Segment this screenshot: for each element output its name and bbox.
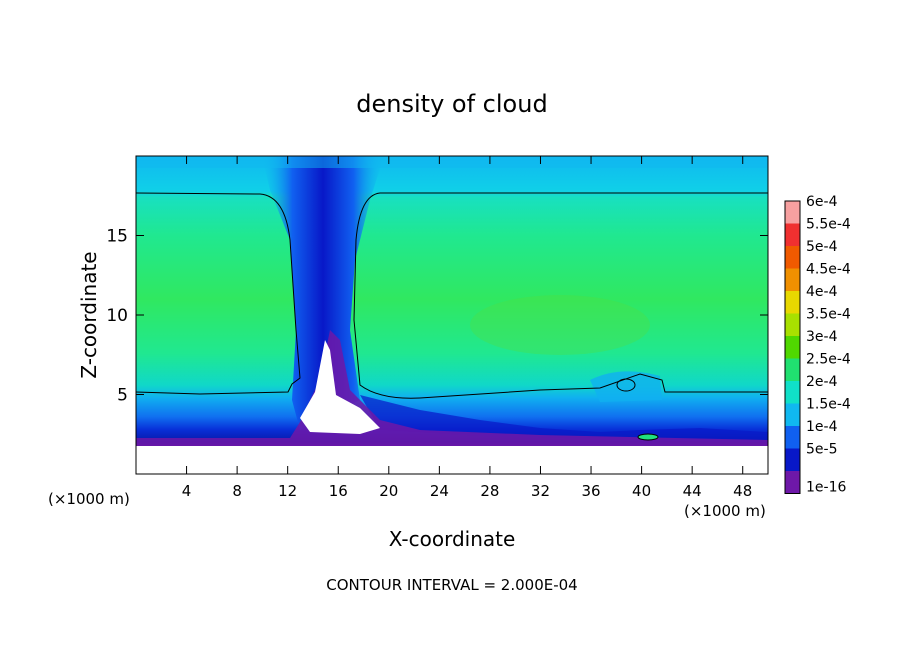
contour-line-2e-4 (136, 192, 768, 399)
x-tick-label: 20 (379, 482, 398, 500)
colorbar-label: 4.5e-4 (806, 262, 851, 278)
x-axis-label: X-coordinate (389, 527, 516, 551)
colorbar-swatch (785, 358, 800, 381)
colorbar-swatch (785, 471, 800, 494)
colorbar-swatch (785, 223, 800, 246)
colorbar-label: 1e-16 (806, 480, 846, 496)
cloud-free-base (136, 446, 768, 474)
y-axis-label: Z-coordinate (77, 251, 101, 378)
colorbar-label: 5.5e-4 (806, 217, 851, 233)
colorbar-label: 6e-4 (806, 194, 838, 210)
y-tick-label: 10 (106, 306, 128, 326)
colorbar-label: 1.5e-4 (806, 397, 851, 413)
colorbar: 6e-4 5.5e-4 5e-4 4.5e-4 4e-4 3.5e-4 3e-4 2.5e-4… (784, 194, 851, 496)
colorbar-swatch (785, 268, 800, 291)
x-tick-label: 40 (632, 482, 651, 500)
colorbar-swatch (785, 403, 800, 426)
colorbar-swatch (785, 426, 800, 449)
contour-small (616, 378, 636, 392)
y-tick-label: 5 (117, 386, 128, 406)
x-unit-right: (×1000 m) (684, 502, 766, 520)
colorbar-swatch (785, 381, 800, 404)
clear-pocket (300, 340, 380, 434)
core-high-density (470, 295, 650, 355)
colorbar-label: 5e-4 (806, 239, 838, 255)
x-tick-label: 32 (531, 482, 550, 500)
colorbar-swatch (785, 448, 800, 471)
x-tick-label: 8 (232, 482, 242, 500)
colorbar-label: 2e-4 (806, 374, 838, 390)
y-axis: 5 10 15 (106, 227, 768, 406)
outflow-band (360, 395, 768, 442)
bump-region (590, 371, 662, 402)
x-tick-label: 48 (733, 482, 752, 500)
colorbar-swatch (785, 313, 800, 336)
anvil-left (136, 156, 768, 168)
colorbar-swatch (785, 336, 800, 359)
colorbar-swatch (785, 201, 800, 224)
plot-area (136, 156, 768, 474)
x-tick-label: 44 (683, 482, 702, 500)
contour-base (637, 433, 659, 441)
colorbar-frame (784, 200, 801, 494)
colorbar-label: 5e-5 (806, 442, 837, 458)
x-axis: 4 8 12 16 20 24 28 32 36 40 44 48 (182, 156, 752, 500)
x-tick-label: 16 (329, 482, 348, 500)
contour-interval-note: CONTOUR INTERVAL = 2.000E-04 (326, 576, 577, 594)
y-tick-label: 15 (106, 227, 128, 247)
colorbar-label: 2.5e-4 (806, 352, 851, 368)
x-unit-left: (×1000 m) (48, 490, 130, 508)
updraft-column (262, 156, 384, 430)
x-tick-label: 4 (182, 482, 192, 500)
x-tick-label: 28 (480, 482, 499, 500)
x-tick-label: 24 (430, 482, 449, 500)
colorbar-label: 1e-4 (806, 419, 838, 435)
chart-title: density of cloud (356, 90, 547, 118)
colorbar-label: 4e-4 (806, 284, 838, 300)
colorbar-label: 3.5e-4 (806, 307, 851, 323)
x-tick-label: 12 (278, 482, 297, 500)
x-tick-label: 36 (581, 482, 600, 500)
colorbar-label: 3e-4 (806, 329, 838, 345)
colorbar-swatch (785, 291, 800, 314)
colorbar-swatch (785, 246, 800, 269)
